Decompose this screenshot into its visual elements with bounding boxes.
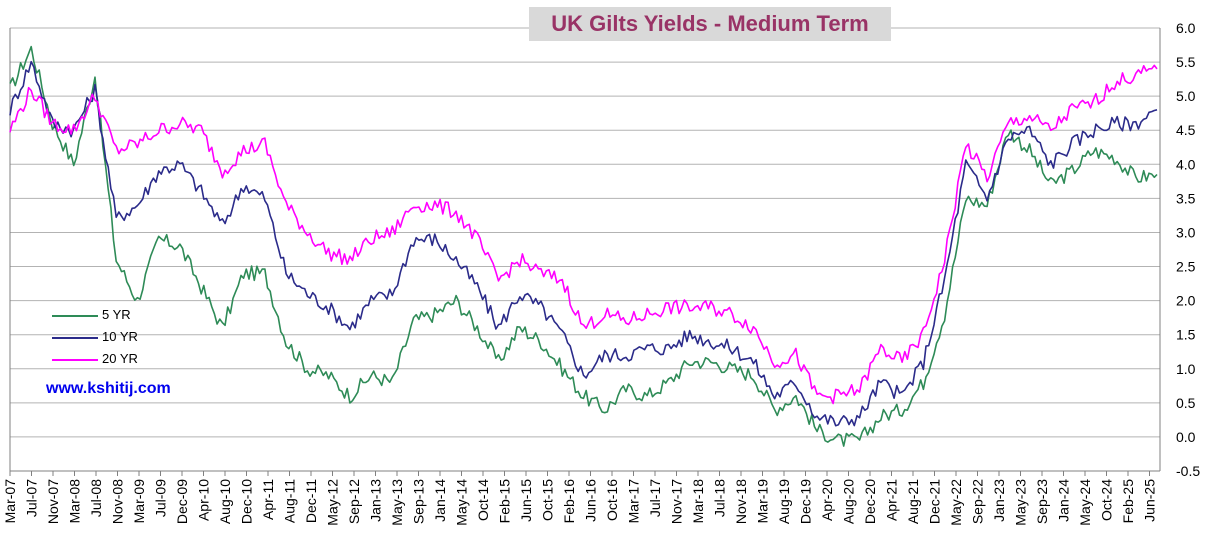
x-tick-label: Nov-17 [669,479,685,524]
x-tick-label: Oct-14 [475,479,491,521]
y-tick-label: 0.0 [1176,429,1196,445]
y-tick-label: -0.5 [1176,463,1200,479]
x-tick-label: Nov-18 [733,479,749,524]
x-tick-label: Jun-25 [1142,479,1158,522]
x-tick-label: Apr-20 [819,479,835,521]
x-tick-label: Sep-23 [1034,479,1050,524]
legend-label-20yr: 20 YR [102,351,138,366]
x-tick-label: Jun-16 [583,479,599,522]
x-tick-label: Feb-15 [497,479,513,524]
legend: 5 YR 10 YR 20 YR [52,305,172,371]
x-tick-label: May-12 [325,479,341,526]
x-tick-label: Aug-10 [217,479,233,524]
x-tick-label: Aug-19 [776,479,792,524]
x-tick-label: Jan-14 [432,479,448,522]
y-tick-label: 3.0 [1176,224,1196,240]
x-tick-label: Oct-16 [604,479,620,521]
x-tick-label: May-14 [454,479,470,526]
x-tick-label: Oct-15 [540,479,556,521]
y-tick-label: 6.0 [1176,20,1196,36]
x-tick-label: May-23 [1013,479,1029,526]
x-tick-label: Aug-20 [841,479,857,524]
legend-label-10yr: 10 YR [102,329,138,344]
x-tick-label: Mar-19 [755,479,771,524]
y-tick-label: 0.5 [1176,395,1196,411]
series-line-5yr [9,45,1158,447]
y-tick-label: 2.0 [1176,293,1196,309]
y-tick-label: 3.5 [1176,190,1196,206]
x-tick-label: Aug-21 [905,479,921,524]
x-tick-label: Dec-09 [174,479,190,524]
legend-item-20yr: 20 YR [52,349,172,371]
x-tick-label: Jul-09 [153,479,169,517]
x-tick-label: Dec-20 [862,479,878,524]
x-tick-label: Mar-08 [67,479,83,524]
x-tick-label: Sep-13 [411,479,427,524]
chart-title-box [529,7,891,41]
x-tick-label: Sep-12 [346,479,362,524]
x-tick-label: May-13 [389,479,405,526]
x-tick-label: Nov-07 [45,479,61,524]
x-tick-label: May-24 [1077,479,1093,526]
x-tick-label: Sep-22 [970,479,986,524]
x-tick-label: Jul-08 [88,479,104,517]
y-tick-label: 2.5 [1176,259,1196,275]
x-tick-label: Feb-16 [561,479,577,524]
x-tick-label: Apr-21 [884,479,900,521]
x-tick-label: Aug-11 [282,479,298,523]
legend-label-5yr: 5 YR [102,307,131,322]
x-tick-label: Jul-17 [647,479,663,517]
x-tick-label: Jul-07 [24,479,40,517]
x-tick-label: Nov-08 [110,479,126,524]
x-tick-label: May-22 [948,479,964,526]
x-tick-label: Mar-18 [690,479,706,524]
x-tick-label: Jan-24 [1056,479,1072,522]
x-tick-label: Feb-25 [1120,479,1136,524]
x-tick-label: Jan-13 [368,479,384,522]
chart-title: UK Gilts Yields - Medium Term [551,11,869,36]
y-tick-label: 1.0 [1176,361,1196,377]
x-tick-label: Apr-10 [196,479,212,521]
x-tick-label: Mar-09 [131,479,147,524]
legend-item-10yr: 10 YR [52,327,172,349]
x-tick-label: Mar-07 [2,479,18,524]
y-tick-label: 4.5 [1176,122,1196,138]
website-link[interactable]: www.kshitij.com [46,380,171,397]
x-tick-label: Dec-19 [798,479,814,524]
x-tick-label: Dec-21 [927,479,943,524]
y-tick-label: 5.0 [1176,88,1196,104]
legend-swatch-10yr [52,337,98,339]
x-tick-label: Dec-10 [239,479,255,524]
y-tick-label: 1.5 [1176,327,1196,343]
x-tick-label: Jan-23 [991,479,1007,522]
y-tick-label: 5.5 [1176,54,1196,70]
x-tick-label: Dec-11 [303,479,319,523]
y-tick-label: 4.0 [1176,156,1196,172]
x-tick-label: Jul-18 [712,479,728,517]
legend-swatch-20yr [52,359,98,361]
series-line-20yr [9,64,1158,405]
legend-swatch-5yr [52,315,98,317]
series-line-10yr [9,60,1158,427]
x-tick-label: Jun-15 [518,479,534,522]
x-tick-label: Oct-24 [1099,479,1115,521]
x-tick-label: Mar-17 [626,479,642,524]
x-tick-label: Apr-11 [260,479,276,520]
legend-item-5yr: 5 YR [52,305,172,327]
